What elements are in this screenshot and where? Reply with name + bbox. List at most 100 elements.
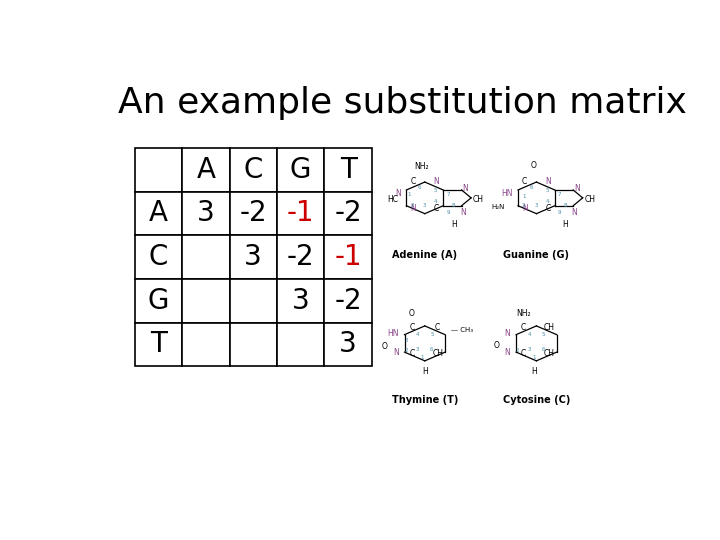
Bar <box>182 322 230 366</box>
Text: HC: HC <box>387 195 398 204</box>
Text: 5: 5 <box>541 332 545 336</box>
Text: 1: 1 <box>522 194 526 199</box>
Text: 3: 3 <box>416 347 420 352</box>
Text: H₂N: H₂N <box>492 204 505 210</box>
Text: 3: 3 <box>535 204 538 208</box>
Text: N: N <box>395 188 401 198</box>
Text: -2: -2 <box>334 287 362 315</box>
Text: 7: 7 <box>558 192 562 197</box>
Text: 2: 2 <box>516 348 519 353</box>
Text: 2: 2 <box>522 202 526 207</box>
Bar <box>230 192 277 235</box>
Text: An example substitution matrix: An example substitution matrix <box>118 85 687 119</box>
Text: Adenine (A): Adenine (A) <box>392 250 457 260</box>
Text: N: N <box>433 178 439 186</box>
Text: 4: 4 <box>528 332 531 336</box>
Text: 3: 3 <box>423 204 426 208</box>
Text: CH: CH <box>432 349 444 359</box>
Text: T: T <box>150 330 167 359</box>
Text: C: C <box>521 323 526 332</box>
Text: C: C <box>522 178 527 186</box>
Text: 5: 5 <box>433 188 437 193</box>
Text: 6: 6 <box>529 185 533 190</box>
Text: O: O <box>493 341 499 349</box>
Text: -2: -2 <box>240 199 267 227</box>
Text: 9: 9 <box>558 210 562 215</box>
Text: C: C <box>409 323 415 332</box>
Text: H: H <box>451 220 456 229</box>
Text: 3: 3 <box>528 347 531 352</box>
Text: CH: CH <box>473 195 484 204</box>
Text: 3: 3 <box>292 287 310 315</box>
Text: 4: 4 <box>433 199 437 204</box>
Bar <box>230 235 277 279</box>
Text: -2: -2 <box>334 199 362 227</box>
Text: 1: 1 <box>532 355 536 360</box>
Text: N: N <box>463 184 469 193</box>
Text: Guanine (G): Guanine (G) <box>503 250 570 260</box>
Text: N: N <box>410 204 416 213</box>
Bar <box>230 279 277 322</box>
Text: Thymine (T): Thymine (T) <box>392 395 458 406</box>
Text: C: C <box>148 243 168 271</box>
Text: 5: 5 <box>430 332 433 336</box>
Text: C: C <box>435 323 441 332</box>
Text: 6: 6 <box>418 185 421 190</box>
Text: A: A <box>149 199 168 227</box>
Text: 7: 7 <box>446 192 450 197</box>
Text: 3: 3 <box>339 330 357 359</box>
Bar <box>230 322 277 366</box>
Text: N: N <box>505 329 510 338</box>
Text: N: N <box>522 204 528 213</box>
Text: -1: -1 <box>334 243 362 271</box>
Text: 6: 6 <box>541 347 545 352</box>
Text: 1: 1 <box>420 355 424 360</box>
Text: N: N <box>505 348 510 357</box>
Bar <box>277 192 324 235</box>
Text: -2: -2 <box>287 243 315 271</box>
Text: 8: 8 <box>563 202 567 207</box>
Text: 9: 9 <box>446 210 450 215</box>
Text: HN: HN <box>387 329 399 338</box>
Text: G: G <box>290 156 311 184</box>
Text: N: N <box>460 207 466 217</box>
Bar <box>182 279 230 322</box>
Text: Cytosine (C): Cytosine (C) <box>503 395 570 406</box>
Text: CH: CH <box>585 195 595 204</box>
Bar <box>324 148 372 192</box>
Text: T: T <box>340 156 356 184</box>
Bar <box>324 279 372 322</box>
Bar <box>324 192 372 235</box>
Bar <box>277 279 324 322</box>
Text: 3: 3 <box>405 338 408 343</box>
Text: N: N <box>572 207 577 217</box>
Text: O: O <box>382 342 387 352</box>
Text: 4: 4 <box>545 199 549 204</box>
Bar <box>182 148 230 192</box>
Bar <box>135 322 182 366</box>
Text: G: G <box>148 287 169 315</box>
Text: C: C <box>521 349 526 359</box>
Text: -1: -1 <box>287 199 315 227</box>
Text: N: N <box>575 184 580 193</box>
Text: CH: CH <box>544 323 555 332</box>
Text: O: O <box>409 308 415 318</box>
Text: N: N <box>393 348 399 357</box>
Bar <box>277 235 324 279</box>
Text: C: C <box>409 349 415 359</box>
Text: N: N <box>545 178 551 186</box>
Text: — CH₃: — CH₃ <box>451 327 473 333</box>
Text: NH₂: NH₂ <box>516 308 531 318</box>
Text: H: H <box>422 367 428 376</box>
Text: C: C <box>546 204 551 213</box>
Bar <box>230 148 277 192</box>
Text: 1: 1 <box>407 192 410 197</box>
Text: HN: HN <box>501 188 513 198</box>
Text: 3: 3 <box>244 243 262 271</box>
Text: NH₂: NH₂ <box>415 162 429 171</box>
Text: 5: 5 <box>545 188 549 193</box>
Bar <box>182 192 230 235</box>
Text: A: A <box>197 156 215 184</box>
Bar <box>324 235 372 279</box>
Bar <box>135 279 182 322</box>
